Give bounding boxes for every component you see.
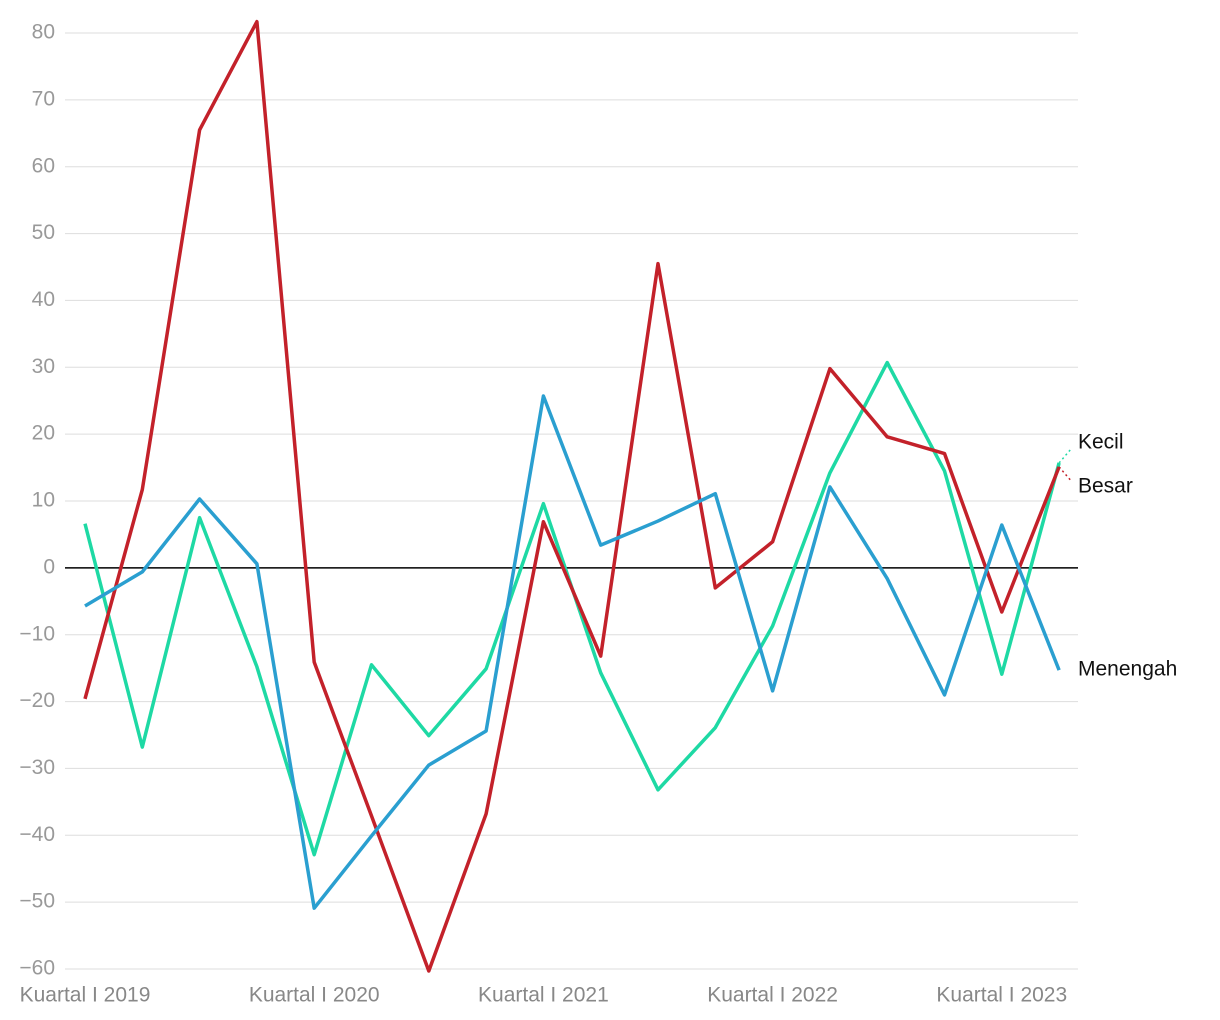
y-tick-label: 40 xyxy=(32,288,55,311)
y-tick-label: −50 xyxy=(19,890,55,913)
y-tick-label: 0 xyxy=(43,555,55,578)
leader-line xyxy=(1058,466,1073,483)
line-series xyxy=(83,360,1061,857)
x-tick-label: Kuartal I 2021 xyxy=(478,984,609,1007)
x-tick-label: Kuartal I 2023 xyxy=(936,984,1067,1007)
leader-line xyxy=(1058,447,1073,464)
x-tick-label: Kuartal I 2022 xyxy=(707,984,838,1007)
y-tick-label: 20 xyxy=(32,422,55,445)
y-tick-label: −60 xyxy=(19,957,55,980)
series-label: Kecil xyxy=(1078,430,1124,453)
series-label: Besar xyxy=(1078,474,1133,497)
y-tick-label: 10 xyxy=(32,489,55,512)
x-tick-label: Kuartal I 2020 xyxy=(249,984,380,1007)
line-series xyxy=(83,19,1061,973)
x-tick-label: Kuartal I 2019 xyxy=(20,984,151,1007)
y-tick-label: 30 xyxy=(32,355,55,378)
y-tick-label: −20 xyxy=(19,689,55,712)
series-label: Menengah xyxy=(1078,658,1177,681)
y-tick-label: 60 xyxy=(32,154,55,177)
y-tick-label: 80 xyxy=(32,21,55,44)
y-tick-label: 50 xyxy=(32,221,55,244)
line-series xyxy=(84,394,1061,910)
y-tick-label: −40 xyxy=(19,823,55,846)
y-tick-label: 70 xyxy=(32,87,55,110)
y-tick-label: −30 xyxy=(19,756,55,779)
y-tick-label: −10 xyxy=(19,622,55,645)
